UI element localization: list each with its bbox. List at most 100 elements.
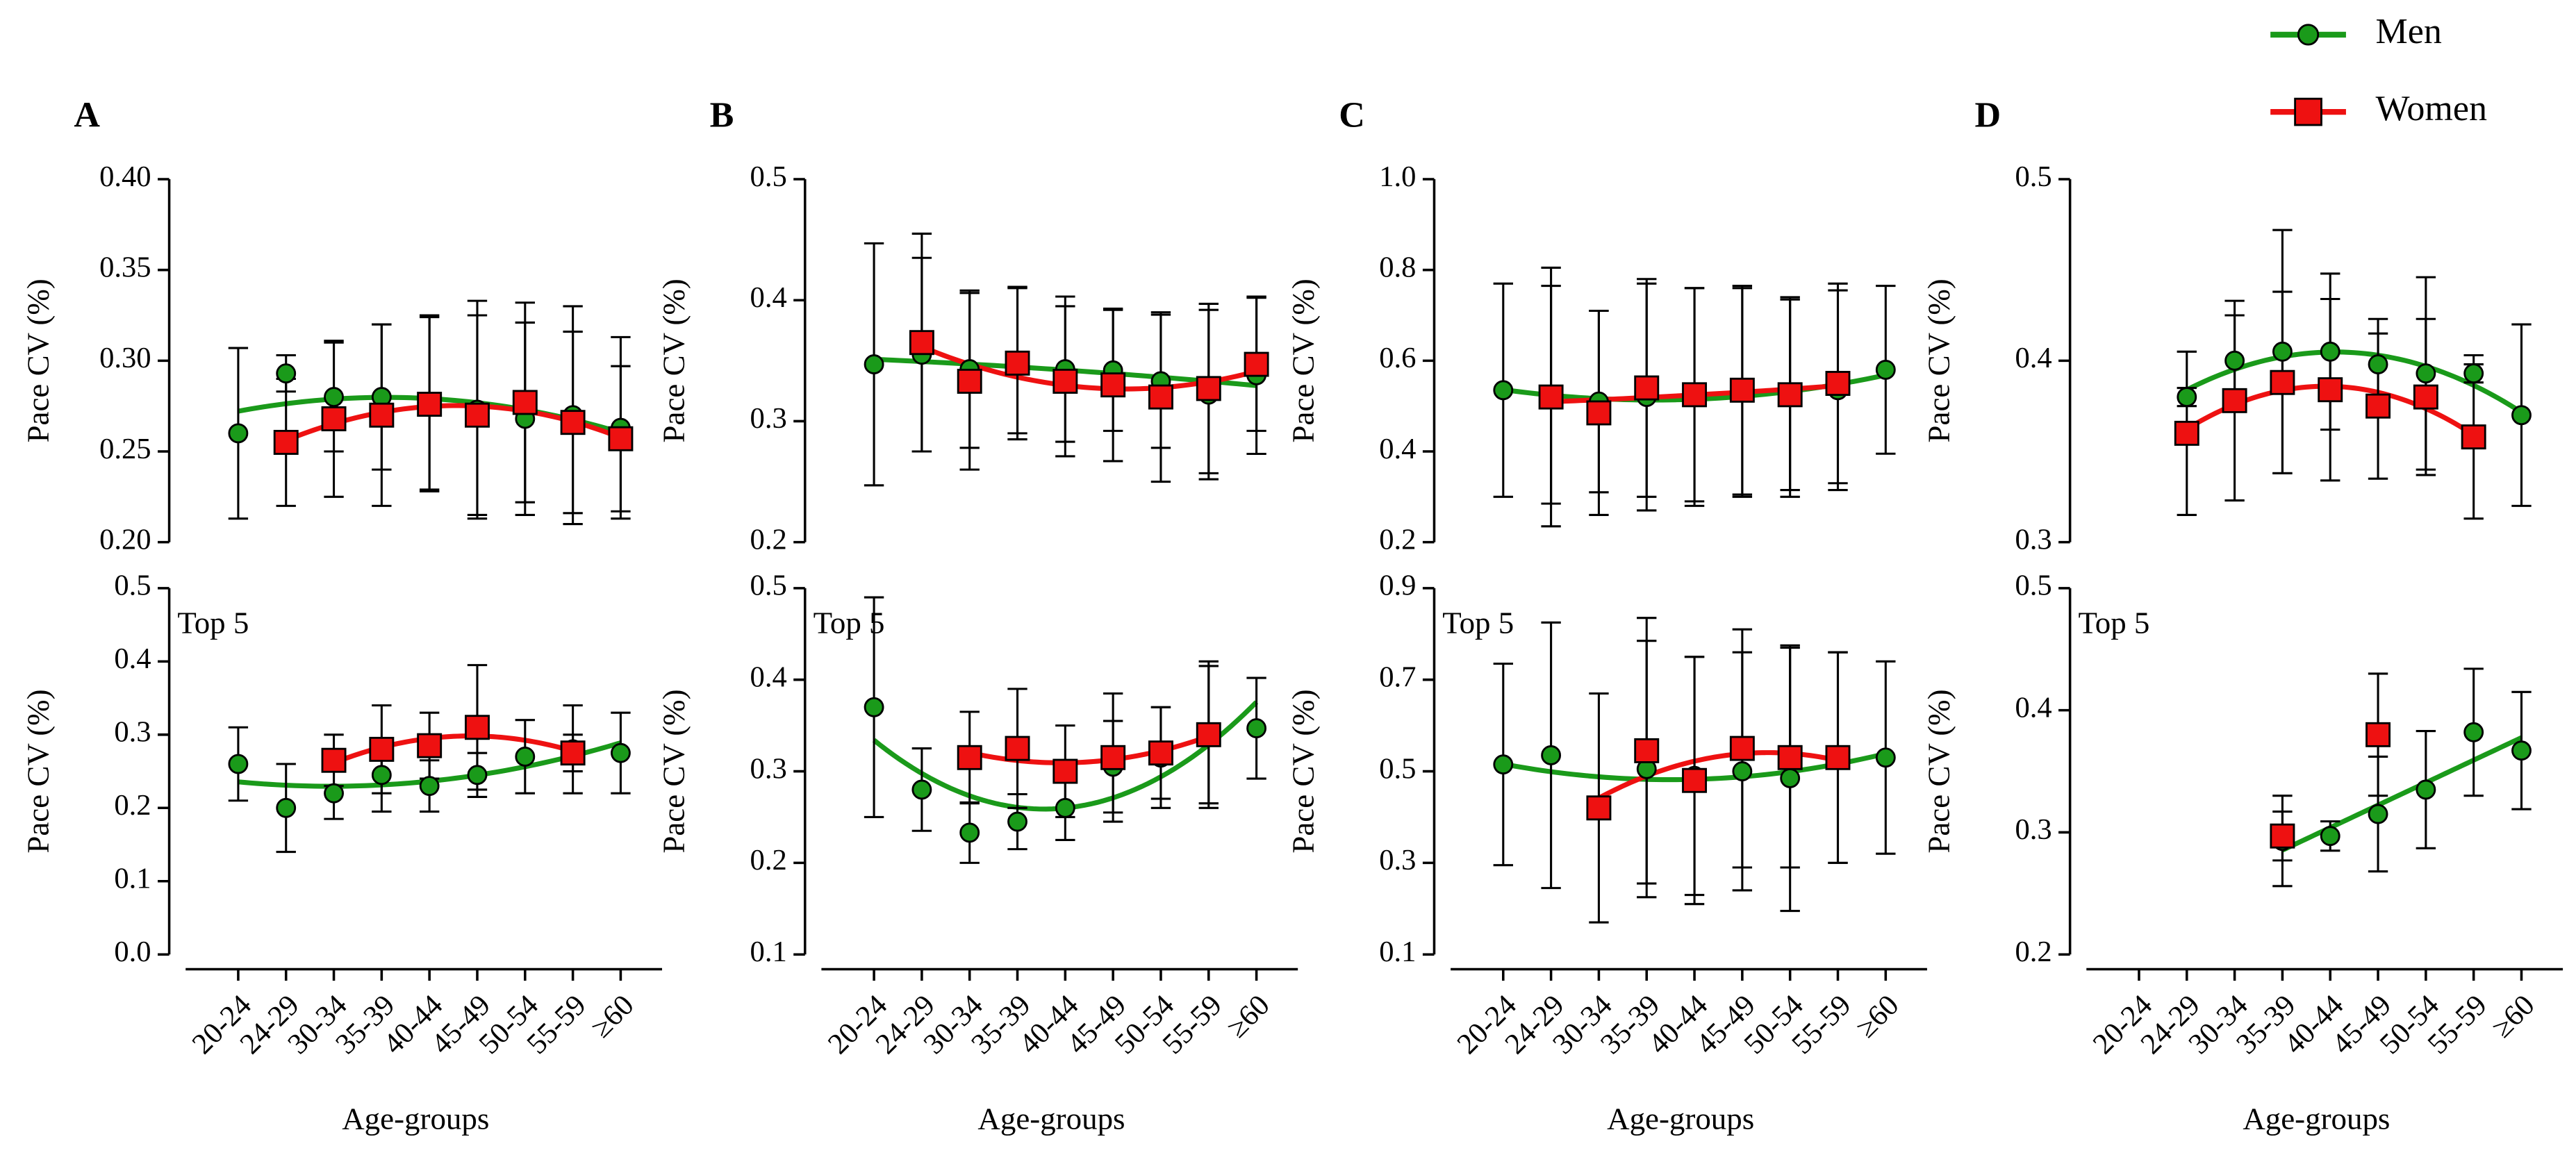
x-axis-label: Age-groups — [977, 1102, 1125, 1136]
marker — [1682, 382, 1708, 408]
marker — [1729, 736, 1755, 761]
y-axis-label: Pace CV (%) — [1922, 279, 1956, 442]
marker — [1682, 767, 1708, 793]
marker — [465, 402, 490, 428]
marker — [610, 742, 631, 763]
y-tick-label: 0.6 — [1379, 342, 1416, 374]
marker — [417, 733, 443, 758]
y-tick-label: 0.5 — [1379, 752, 1416, 785]
marker — [1052, 758, 1078, 784]
marker — [2177, 387, 2197, 408]
marker — [321, 747, 347, 773]
marker — [2416, 779, 2436, 800]
marker — [959, 822, 980, 843]
marker — [2511, 405, 2532, 426]
y-axis-label: Pace CV (%) — [1285, 279, 1320, 442]
marker — [1777, 745, 1803, 770]
marker — [2272, 341, 2293, 362]
marker — [1005, 350, 1030, 376]
marker — [2368, 804, 2388, 824]
y-tick-label: 0.2 — [750, 844, 787, 876]
annotation: Top 5 — [2078, 606, 2149, 640]
panel-label: B — [710, 95, 734, 135]
marker — [2270, 823, 2295, 849]
marker — [1586, 400, 1612, 426]
marker — [2174, 420, 2199, 446]
marker — [369, 736, 395, 762]
marker — [1055, 797, 1075, 818]
y-tick-label: 0.25 — [99, 433, 151, 465]
y-axis-label: Pace CV (%) — [20, 279, 55, 442]
marker — [276, 363, 297, 384]
marker — [2318, 377, 2343, 403]
marker — [1196, 722, 1221, 747]
marker — [2222, 388, 2247, 413]
y-tick-label: 0.4 — [2015, 691, 2051, 724]
marker — [864, 697, 884, 717]
y-tick-label: 0.3 — [750, 402, 787, 435]
y-tick-label: 0.5 — [2015, 160, 2051, 193]
y-tick-label: 0.5 — [750, 160, 787, 193]
y-tick-label: 0.0 — [114, 936, 151, 968]
x-axis-label: Age-groups — [2243, 1102, 2390, 1136]
marker — [1148, 384, 1173, 410]
marker — [1825, 745, 1851, 770]
y-tick-label: 0.3 — [2015, 523, 2051, 556]
marker — [371, 765, 392, 786]
marker — [1100, 745, 1126, 770]
y-tick-label: 0.30 — [99, 342, 151, 374]
y-tick-label: 0.2 — [750, 523, 787, 556]
marker — [369, 402, 395, 428]
marker — [2413, 384, 2438, 410]
marker — [608, 426, 634, 451]
marker — [273, 429, 299, 455]
marker — [1244, 351, 1269, 377]
marker — [465, 715, 490, 740]
y-tick-label: 0.35 — [99, 251, 151, 283]
y-tick-label: 0.3 — [114, 716, 151, 749]
y-tick-label: 0.20 — [99, 523, 151, 556]
marker — [2270, 369, 2295, 395]
x-tick-label: ≥60 — [1221, 989, 1276, 1045]
marker — [467, 765, 488, 786]
marker — [957, 745, 982, 770]
marker — [1005, 736, 1030, 761]
marker — [1100, 372, 1126, 398]
marker — [2368, 354, 2388, 374]
y-tick-label: 0.4 — [114, 642, 151, 675]
marker — [1246, 718, 1267, 739]
marker — [1875, 747, 1896, 768]
marker — [1196, 376, 1221, 401]
marker — [512, 390, 538, 415]
marker — [911, 779, 932, 800]
marker — [515, 747, 536, 767]
y-tick-label: 1.0 — [1379, 160, 1416, 193]
marker — [1777, 382, 1803, 408]
marker — [560, 410, 586, 435]
annotation: Top 5 — [1442, 606, 1514, 640]
marker — [2366, 393, 2391, 419]
marker — [1148, 740, 1173, 766]
y-tick-label: 0.9 — [1379, 570, 1416, 602]
legend-label: Women — [2375, 89, 2487, 128]
marker — [228, 423, 249, 444]
marker — [321, 406, 347, 431]
y-tick-label: 0.4 — [2015, 342, 2051, 374]
legend-label: Men — [2375, 12, 2441, 51]
marker — [1538, 384, 1564, 410]
fit-curve — [2281, 735, 2523, 853]
marker — [1825, 371, 1851, 396]
annotation: Top 5 — [814, 606, 885, 640]
marker — [1007, 811, 1027, 832]
marker — [1780, 768, 1801, 788]
marker — [2511, 740, 2532, 761]
marker — [228, 754, 249, 774]
marker — [417, 392, 443, 417]
y-axis-label: Pace CV (%) — [1285, 689, 1320, 853]
y-tick-label: 0.4 — [750, 660, 787, 693]
y-tick-label: 0.5 — [114, 570, 151, 602]
y-tick-label: 0.8 — [1379, 251, 1416, 283]
y-tick-label: 0.7 — [1379, 660, 1416, 693]
marker — [957, 368, 982, 394]
